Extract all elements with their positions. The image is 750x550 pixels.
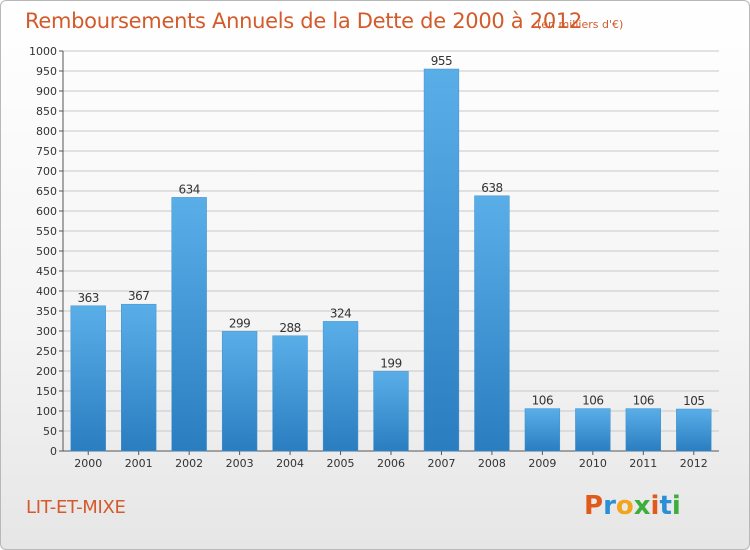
x-tick-label-2009: 2009 [528,457,556,470]
data-label-2009: 106 [532,394,553,408]
bar-2012 [676,408,712,452]
y-tick-label: 550 [36,225,57,238]
bar-2004 [272,335,308,452]
axis-layer: 0 50 100 150 200 250 300 350 400 450 500 550 600 650 7… [29,45,719,470]
commune-name: LIT-ET-MIXE [26,497,126,518]
logo-letter: P [584,491,604,521]
data-label-2000: 363 [78,291,99,305]
y-tick-label: 650 [36,185,57,198]
x-tick-label-2005: 2005 [327,457,355,470]
data-label-2007: 955 [431,54,452,68]
x-tick-label-2008: 2008 [478,457,506,470]
chart-title: Remboursements Annuels de la Dette de 20… [25,9,582,33]
data-label-2004: 288 [279,321,300,335]
data-label-2010: 106 [582,394,603,408]
data-label-2005: 324 [330,306,351,320]
logo-letter: i [650,491,660,521]
bar-2001 [121,303,157,452]
y-tick-label: 350 [36,305,57,318]
data-label-2011: 106 [633,394,654,408]
y-tick-label: 800 [36,125,57,138]
bar-2003 [221,331,258,452]
x-tick-label-2010: 2010 [579,457,607,470]
logo-letter: t [659,491,672,521]
x-tick-label-2012: 2012 [680,457,708,470]
y-tick-label: 950 [36,65,57,78]
data-label-2002: 634 [178,182,199,196]
logo-letter: r [603,491,616,521]
bar-2007 [423,68,460,452]
data-label-2001: 367 [128,289,149,303]
y-tick-label: 450 [36,265,57,278]
x-tick-label-2006: 2006 [377,457,405,470]
y-tick-label: 200 [36,365,57,378]
bar-2000 [70,305,106,452]
chart-unit: (en milliers d'€) [537,18,624,31]
data-label-2012: 105 [683,394,704,408]
y-tick-label: 600 [36,205,57,218]
data-label-2008: 638 [481,181,502,195]
y-tick-label: 1000 [29,45,57,58]
y-tick-label: 750 [36,145,57,158]
y-tick-label: 250 [36,345,57,358]
bar-2011 [625,408,661,452]
y-tick-label: 900 [36,85,57,98]
bar-2008 [474,195,510,452]
x-tick-label-2004: 2004 [276,457,304,470]
bar-2006 [373,371,409,452]
y-tick-label: 300 [36,325,57,338]
y-tick-label: 0 [50,445,57,458]
x-tick-label-2003: 2003 [226,457,254,470]
y-tick-label: 500 [36,245,57,258]
proxiti-logo: Proxiti [584,491,681,521]
data-label-2003: 299 [229,316,250,330]
logo-letter: i [671,491,681,521]
label-layer: 363 367 634 299 288 324 199 955 638 106 106 106 105 [78,54,705,408]
logo-letter: o [615,491,634,521]
bar-layer [70,68,712,452]
x-tick-label-2011: 2011 [629,457,657,470]
y-tick-label: 100 [36,405,57,418]
x-tick-label-2007: 2007 [427,457,455,470]
x-tick-label-2001: 2001 [125,457,153,470]
bar-2002 [171,197,207,452]
bar-2009 [524,408,561,452]
y-tick-label: 150 [36,385,57,398]
x-tick-label-2002: 2002 [175,457,203,470]
y-tick-label: 700 [36,165,57,178]
x-tick-label-2000: 2000 [74,457,102,470]
logo-letter: x [633,491,651,521]
bar-2005 [322,321,359,452]
data-label-2006: 199 [380,356,401,370]
y-tick-label: 50 [43,425,57,438]
y-tick-label: 850 [36,105,57,118]
bar-2010 [575,408,611,452]
y-tick-label: 400 [36,285,57,298]
